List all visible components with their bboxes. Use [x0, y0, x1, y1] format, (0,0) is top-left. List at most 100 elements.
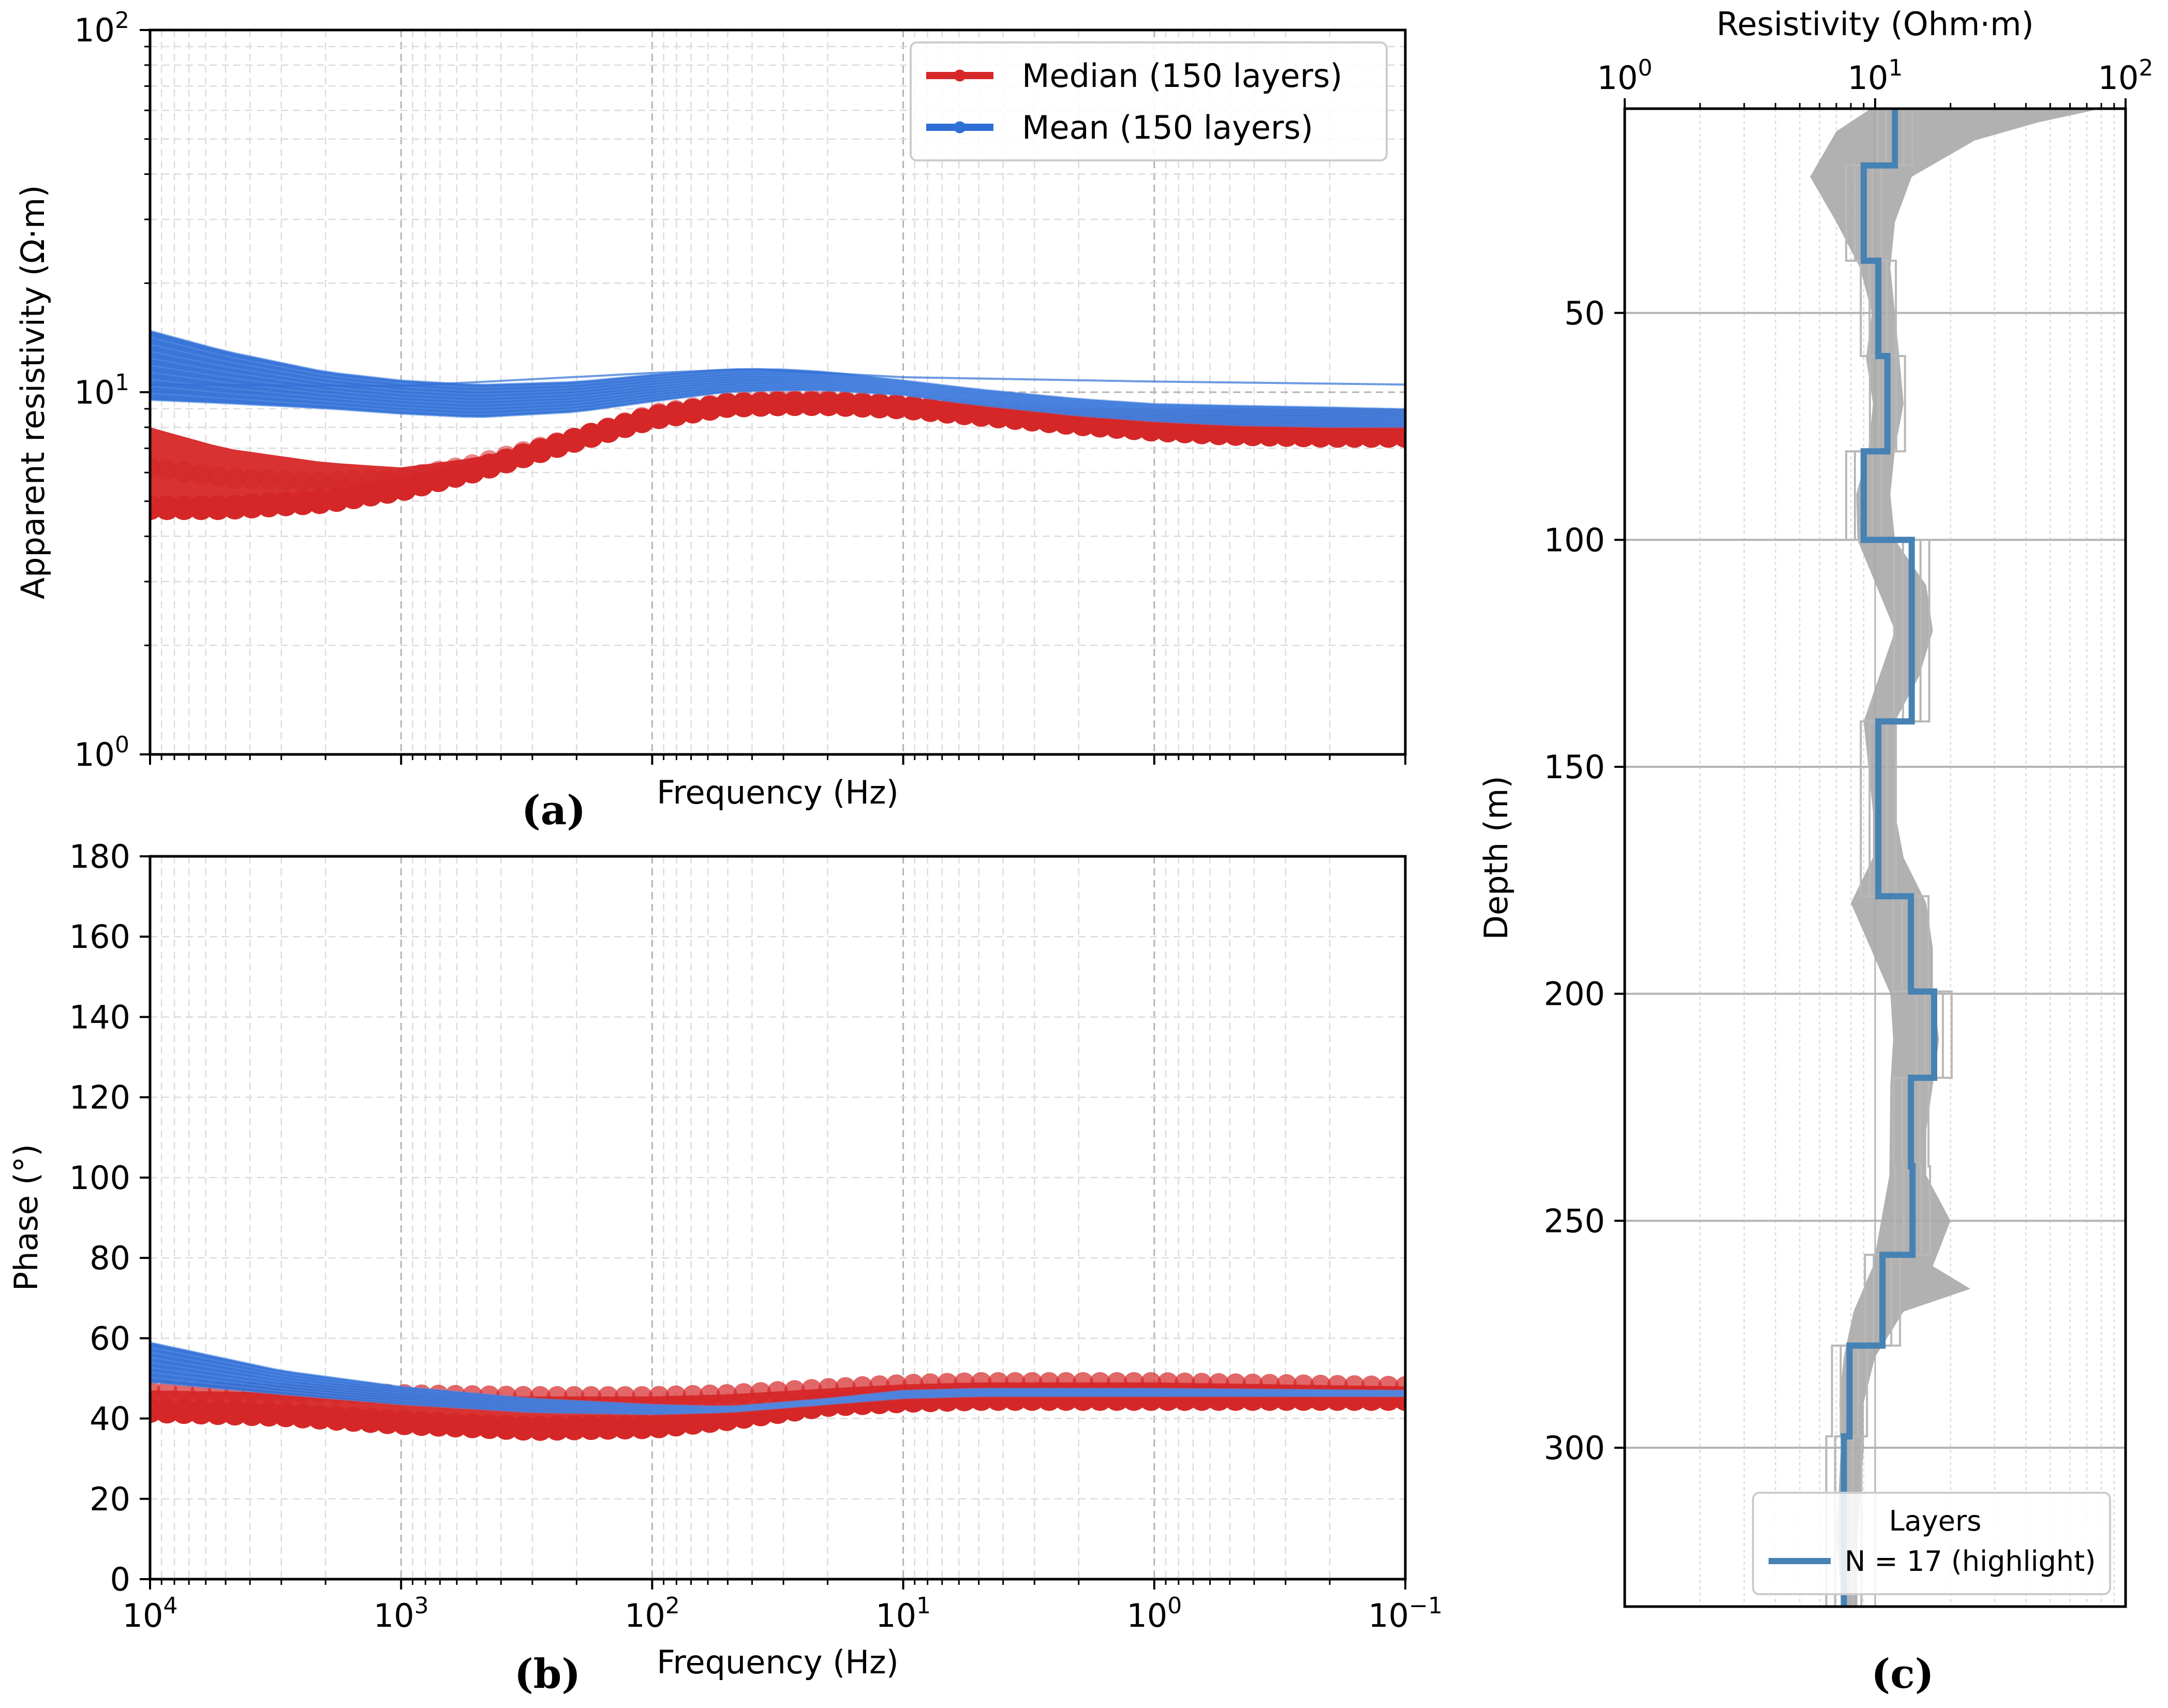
a-median-marker — [496, 445, 517, 467]
a-median-marker — [326, 471, 347, 492]
b-median-marker — [971, 1372, 992, 1393]
apparent-resistivity-panel: 100 101 102 Frequency (Hz) Apparent resist… — [14, 7, 1407, 834]
b-y-tick-label: 100 — [69, 1159, 130, 1197]
b-median-marker — [716, 1384, 737, 1405]
c-y-tick-label: 150 — [1544, 748, 1605, 786]
b-median-marker — [1106, 1372, 1127, 1393]
b-median-marker — [988, 1372, 1009, 1393]
b-median-marker — [156, 1380, 177, 1401]
b-y-tick-label: 160 — [69, 918, 130, 956]
a-legend-median-marker — [954, 69, 966, 82]
a-mean-line — [150, 385, 1405, 425]
b-x-tick-label: 101 — [875, 1593, 931, 1635]
a-x-axis-label: Frequency (Hz) — [657, 774, 899, 811]
a-mean-line — [150, 330, 1405, 410]
b-median-marker — [1089, 1372, 1110, 1393]
a-median-marker — [360, 469, 381, 491]
a-median-marker — [190, 464, 212, 485]
a-median-marker — [156, 459, 177, 481]
a-mean-line — [150, 390, 1405, 428]
a-legend-median-label: Median (150 layers) — [1022, 57, 1343, 95]
b-median-marker — [1021, 1372, 1043, 1393]
a-panel-label: (a) — [522, 787, 586, 834]
c-legend-box — [1752, 1492, 2111, 1595]
a-mean-line — [150, 372, 1405, 421]
b-median-marker — [1140, 1372, 1162, 1393]
c-legend-highlight-label: N = 17 (highlight) — [1845, 1545, 2096, 1578]
b-median-marker — [614, 1386, 635, 1407]
c-legend: Layers N = 17 (highlight) — [1752, 1492, 2111, 1595]
b-y-tick-label: 120 — [69, 1079, 130, 1117]
a-ticks — [140, 29, 1406, 765]
b-y-axis-label: Phase (°) — [7, 1144, 45, 1291]
a-median-marker — [682, 397, 704, 418]
b-x-tick-label: 102 — [625, 1593, 680, 1635]
c-panel-label: (c) — [1871, 1651, 1934, 1698]
a-y-tick-label: 102 — [74, 7, 129, 49]
b-median-marker — [801, 1379, 822, 1400]
c-legend-title: Layers — [1889, 1505, 1982, 1537]
a-mean-line — [150, 364, 1405, 419]
b-median-marker — [818, 1378, 839, 1399]
a-y-tick-label: 101 — [74, 369, 129, 411]
b-ticks — [140, 855, 1406, 1590]
a-mean-line — [150, 378, 1405, 423]
c-y-tick-label: 100 — [1544, 521, 1605, 559]
b-panel-label: (b) — [514, 1651, 581, 1698]
c-y-tick-label: 250 — [1544, 1202, 1605, 1240]
c-x-tick-label: 102 — [2098, 55, 2154, 97]
a-legend-mean-label: Mean (150 layers) — [1022, 109, 1313, 146]
b-median-marker — [852, 1376, 873, 1397]
b-x-tick-label: 104 — [123, 1593, 178, 1635]
c-y-tick-labels: 50 100 150 200 250 300 — [1544, 294, 1605, 1467]
a-median-marker — [513, 441, 534, 462]
c-x-tick-label: 100 — [1597, 55, 1653, 97]
b-mean-lines — [150, 1341, 1405, 1416]
b-median-marker — [1056, 1372, 1077, 1393]
a-median-marker — [665, 400, 687, 421]
c-ticks — [1614, 98, 2127, 1449]
a-median-marker — [207, 466, 229, 487]
b-x-tick-labels: 104 103 102 101 100 10−1 — [123, 1593, 1443, 1635]
a-median-marker — [173, 462, 195, 483]
c-x-tick-label: 101 — [1848, 55, 1903, 97]
b-x-axis-label: Frequency (Hz) — [657, 1643, 899, 1681]
a-mean-line — [150, 344, 1405, 413]
a-median-markers — [150, 389, 1405, 521]
a-median-marker — [343, 470, 364, 491]
a-median-marker — [241, 468, 262, 489]
b-median-marker — [733, 1383, 754, 1404]
a-median-marker — [275, 470, 296, 491]
b-y-tick-label: 60 — [90, 1319, 130, 1357]
a-y-tick-label: 100 — [74, 732, 129, 774]
a-mean-outlier-line — [150, 368, 1405, 388]
b-median-marker — [1123, 1372, 1145, 1393]
a-median-marker — [258, 469, 279, 490]
b-median-marker — [1004, 1372, 1026, 1393]
b-axes-frame — [149, 855, 1407, 1581]
b-x-tick-label: 10−1 — [1368, 1593, 1443, 1635]
c-y-tick-label: 200 — [1544, 975, 1605, 1013]
c-ensemble-envelope — [1810, 109, 2102, 1607]
a-median-marker — [292, 470, 314, 492]
b-y-tick-label: 140 — [69, 998, 130, 1036]
a-median-marker — [479, 450, 500, 471]
b-y-tick-label: 80 — [90, 1239, 130, 1277]
b-median-marker — [648, 1386, 670, 1407]
b-y-tick-labels: 0 20 40 60 80 100 120 140 160 180 — [69, 838, 130, 1598]
b-median-marker — [784, 1380, 805, 1401]
b-median-marker — [150, 1380, 160, 1401]
c-x-tick-labels: 100 101 102 — [1597, 55, 2154, 97]
a-mean-line — [150, 358, 1405, 417]
a-legend-mean-marker — [954, 121, 966, 133]
b-y-tick-label: 0 — [110, 1561, 130, 1598]
b-y-tick-label: 40 — [90, 1400, 130, 1438]
b-median-marker — [699, 1384, 720, 1405]
c-y-tick-label: 50 — [1564, 294, 1605, 332]
a-y-axis-label: Apparent resistivity (Ω·m) — [14, 185, 52, 600]
a-median-marker — [699, 394, 720, 415]
c-y-axis-label: Depth (m) — [1477, 776, 1515, 940]
c-highlight-model-line — [1840, 109, 1937, 1607]
b-y-tick-label: 20 — [90, 1480, 130, 1518]
